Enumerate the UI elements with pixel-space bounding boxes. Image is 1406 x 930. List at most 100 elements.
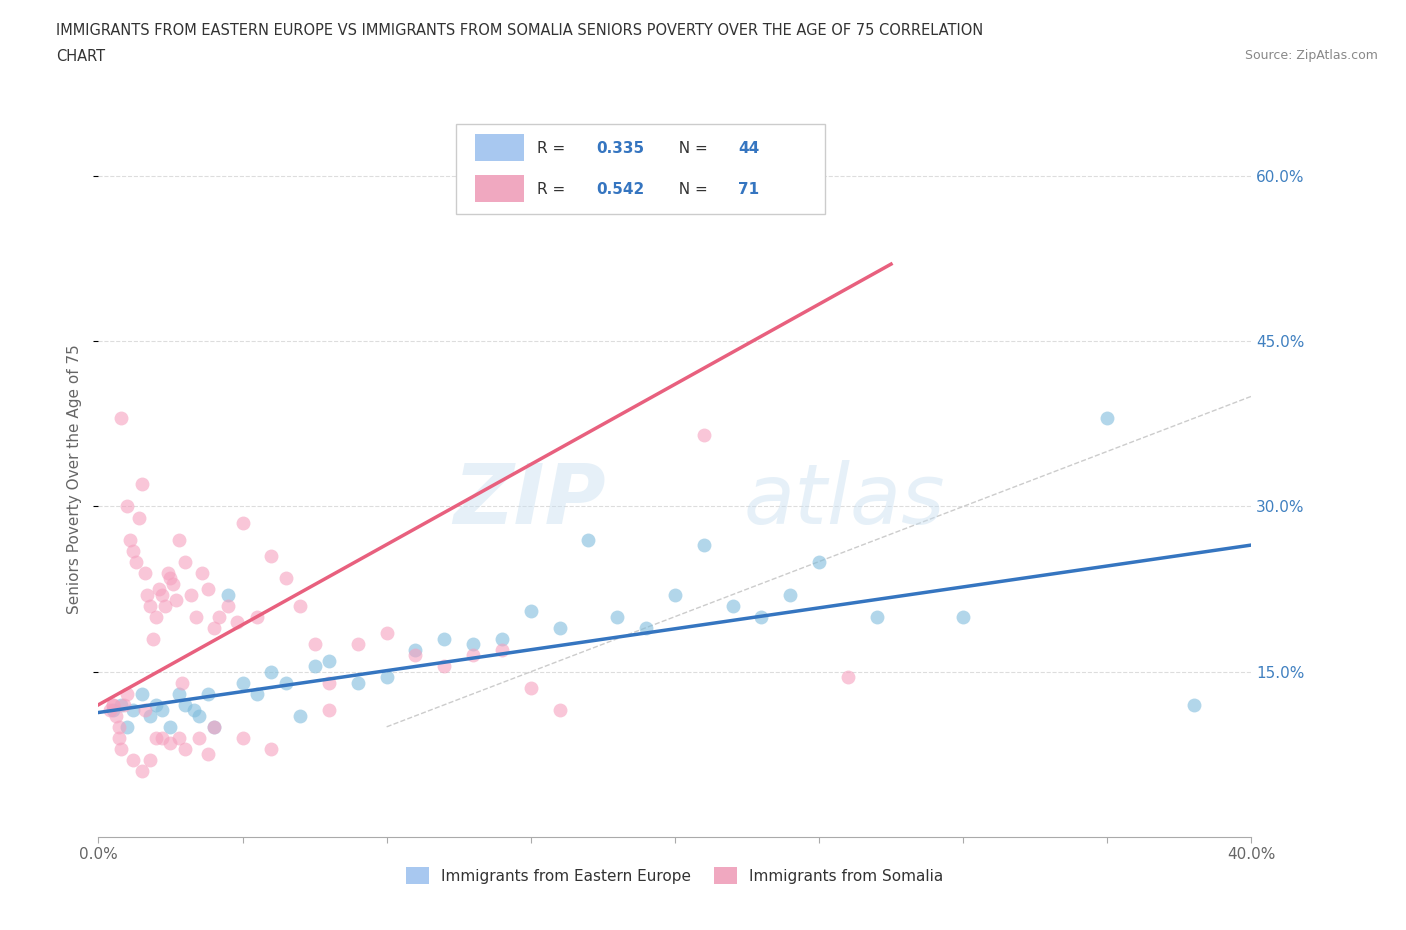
Point — [136, 587, 159, 602]
FancyBboxPatch shape — [475, 134, 524, 161]
Point — [693, 428, 716, 443]
Point — [375, 626, 398, 641]
Point — [150, 587, 173, 602]
Point — [112, 698, 135, 712]
Point — [165, 592, 187, 607]
Point — [188, 709, 211, 724]
Point — [548, 703, 571, 718]
Point — [167, 686, 190, 701]
Point — [304, 637, 326, 652]
Point — [202, 720, 225, 735]
Point — [491, 643, 513, 658]
Point — [145, 609, 167, 624]
Point — [491, 631, 513, 646]
Point — [231, 730, 254, 745]
Point — [693, 538, 716, 552]
Point — [606, 609, 628, 624]
Point — [318, 653, 340, 668]
Text: 0.335: 0.335 — [596, 141, 644, 156]
Point — [202, 620, 225, 635]
Text: N =: N = — [669, 141, 713, 156]
Text: 44: 44 — [738, 141, 759, 156]
Text: 0.542: 0.542 — [596, 182, 645, 197]
Point — [142, 631, 165, 646]
Point — [217, 598, 239, 613]
Point — [139, 752, 162, 767]
Point — [148, 581, 170, 596]
FancyBboxPatch shape — [456, 125, 825, 214]
Point — [274, 571, 297, 586]
Point — [290, 709, 312, 724]
Point — [122, 752, 145, 767]
Point — [145, 698, 167, 712]
Point — [139, 598, 162, 613]
Point — [375, 670, 398, 684]
Point — [318, 675, 340, 690]
Point — [520, 604, 543, 618]
Text: R =: R = — [537, 141, 569, 156]
Point — [952, 609, 974, 624]
Point — [548, 620, 571, 635]
Point — [636, 620, 658, 635]
Point — [578, 532, 600, 547]
FancyBboxPatch shape — [475, 175, 524, 202]
Point — [104, 709, 127, 724]
Point — [117, 720, 139, 735]
Text: N =: N = — [669, 182, 713, 197]
Point — [186, 609, 208, 624]
Legend: Immigrants from Eastern Europe, Immigrants from Somalia: Immigrants from Eastern Europe, Immigran… — [401, 861, 949, 890]
Point — [174, 741, 197, 756]
Point — [405, 643, 427, 658]
Text: R =: R = — [537, 182, 569, 197]
Point — [191, 565, 214, 580]
Point — [461, 637, 484, 652]
Point — [183, 703, 205, 718]
Point — [433, 631, 456, 646]
Text: CHART: CHART — [56, 49, 105, 64]
Point — [131, 477, 153, 492]
Text: ZIP: ZIP — [453, 460, 606, 541]
Point — [159, 736, 181, 751]
Point — [225, 615, 247, 630]
Y-axis label: Seniors Poverty Over the Age of 75: Seniors Poverty Over the Age of 75 — [67, 344, 83, 614]
Text: 71: 71 — [738, 182, 759, 197]
Point — [156, 565, 179, 580]
Point — [246, 686, 269, 701]
Point — [346, 637, 368, 652]
Point — [125, 554, 148, 569]
Point — [180, 587, 202, 602]
Point — [120, 532, 142, 547]
Point — [122, 703, 145, 718]
Point — [246, 609, 269, 624]
Point — [197, 686, 219, 701]
Point — [107, 730, 129, 745]
Point — [260, 741, 283, 756]
Point — [197, 581, 219, 596]
Point — [98, 703, 121, 718]
Point — [231, 675, 254, 690]
Point — [101, 698, 124, 712]
Text: IMMIGRANTS FROM EASTERN EUROPE VS IMMIGRANTS FROM SOMALIA SENIORS POVERTY OVER T: IMMIGRANTS FROM EASTERN EUROPE VS IMMIGR… — [56, 23, 983, 38]
Point — [139, 709, 162, 724]
Point — [290, 598, 312, 613]
Point — [153, 598, 176, 613]
Point — [174, 554, 197, 569]
Text: atlas: atlas — [744, 460, 946, 541]
Point — [231, 515, 254, 530]
Point — [461, 648, 484, 663]
Point — [866, 609, 889, 624]
Point — [110, 741, 132, 756]
Point — [751, 609, 773, 624]
Point — [131, 764, 153, 778]
Point — [159, 720, 181, 735]
Point — [260, 549, 283, 564]
Point — [808, 554, 831, 569]
Point — [274, 675, 297, 690]
Point — [101, 698, 124, 712]
Point — [188, 730, 211, 745]
Point — [1097, 411, 1119, 426]
Point — [664, 587, 686, 602]
Point — [117, 686, 139, 701]
Point — [721, 598, 744, 613]
Point — [174, 698, 197, 712]
